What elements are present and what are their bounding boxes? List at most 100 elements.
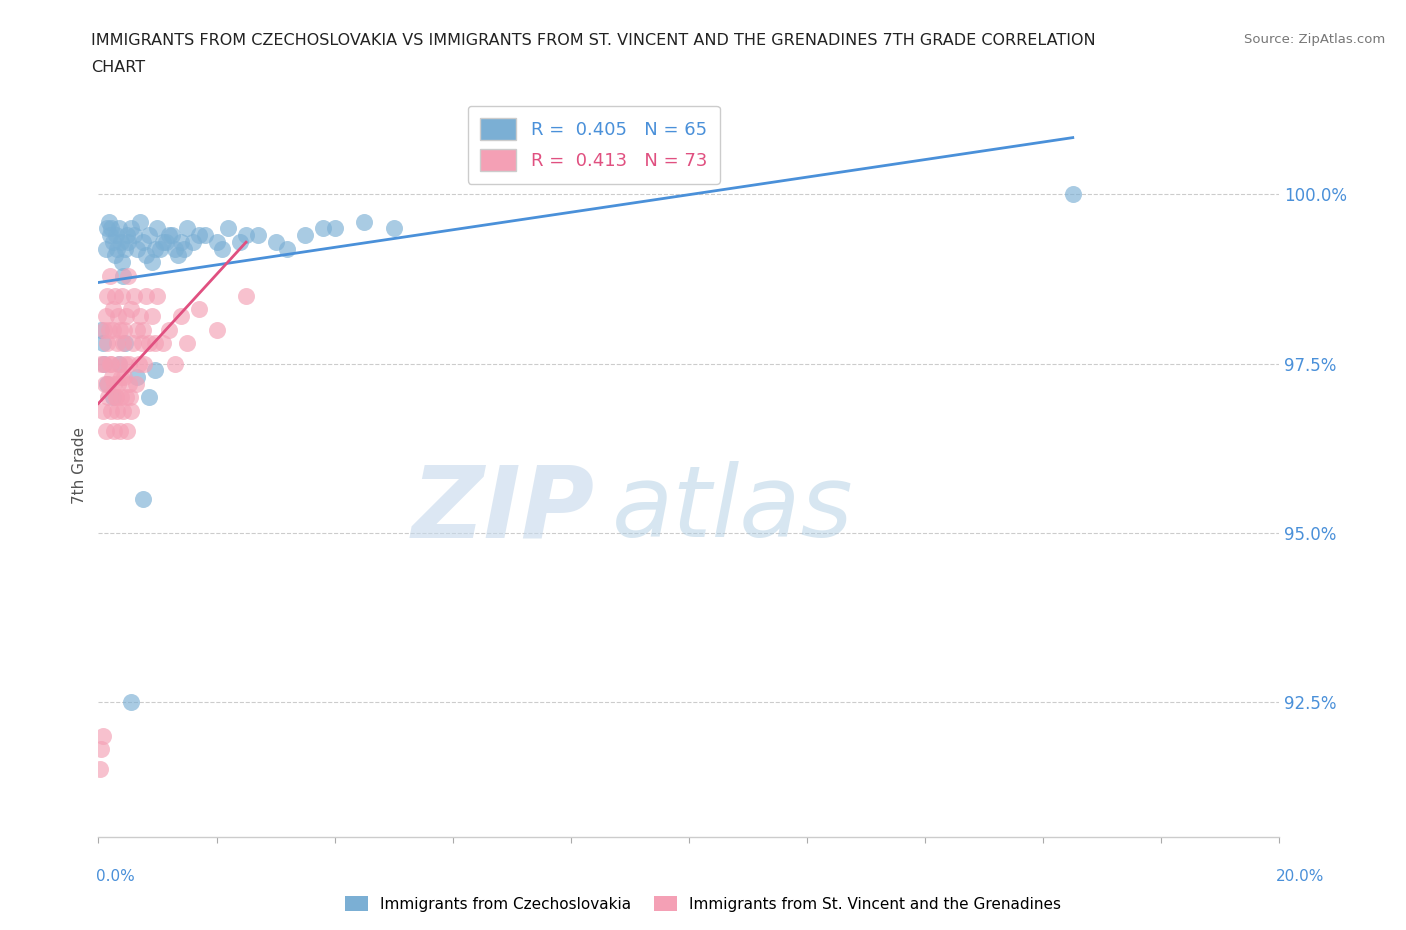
Point bbox=[98, 268, 121, 283]
Point bbox=[157, 228, 180, 243]
Point bbox=[152, 336, 174, 351]
Point bbox=[108, 356, 131, 371]
Point bbox=[104, 288, 127, 303]
Point bbox=[264, 234, 287, 249]
Point bbox=[294, 228, 316, 243]
Point bbox=[93, 356, 115, 371]
Point bbox=[98, 214, 121, 229]
Point bbox=[91, 728, 114, 743]
Point bbox=[167, 248, 190, 263]
Point bbox=[114, 390, 136, 405]
Point bbox=[104, 248, 127, 263]
Point bbox=[96, 220, 118, 235]
Text: Source: ZipAtlas.com: Source: ZipAtlas.com bbox=[1244, 33, 1385, 46]
Point bbox=[173, 241, 195, 256]
Point bbox=[110, 323, 132, 338]
Point bbox=[121, 404, 143, 418]
Point bbox=[114, 336, 136, 351]
Point bbox=[152, 234, 174, 249]
Point bbox=[246, 228, 269, 243]
Point bbox=[100, 404, 122, 418]
Point bbox=[312, 220, 335, 235]
Point bbox=[97, 390, 120, 405]
Point bbox=[187, 228, 209, 243]
Point bbox=[138, 228, 160, 243]
Point bbox=[108, 356, 131, 371]
Point bbox=[138, 390, 160, 405]
Point bbox=[143, 336, 166, 351]
Point bbox=[125, 323, 148, 338]
Point bbox=[217, 220, 239, 235]
Point bbox=[122, 288, 145, 303]
Point bbox=[165, 241, 187, 256]
Point bbox=[143, 363, 166, 378]
Point bbox=[103, 424, 125, 439]
Point bbox=[382, 220, 405, 235]
Point bbox=[105, 228, 128, 243]
Point bbox=[96, 336, 118, 351]
Point bbox=[132, 234, 155, 249]
Point bbox=[98, 228, 121, 243]
Point bbox=[94, 424, 117, 439]
Point bbox=[97, 377, 120, 392]
Point bbox=[170, 234, 193, 249]
Point bbox=[181, 234, 204, 249]
Point bbox=[176, 336, 198, 351]
Point bbox=[114, 241, 136, 256]
Text: CHART: CHART bbox=[91, 60, 145, 75]
Point bbox=[105, 390, 128, 405]
Point bbox=[100, 220, 122, 235]
Point bbox=[101, 369, 124, 384]
Point bbox=[108, 220, 131, 235]
Point bbox=[353, 214, 375, 229]
Point bbox=[125, 241, 148, 256]
Point bbox=[117, 268, 139, 283]
Point bbox=[105, 404, 128, 418]
Point bbox=[149, 241, 172, 256]
Point bbox=[138, 336, 160, 351]
Point bbox=[111, 404, 134, 418]
Point bbox=[235, 228, 257, 243]
Point bbox=[141, 309, 163, 324]
Text: ZIP: ZIP bbox=[412, 461, 595, 558]
Point bbox=[229, 234, 252, 249]
Point bbox=[155, 234, 177, 249]
Point bbox=[112, 323, 135, 338]
Point bbox=[93, 323, 115, 338]
Point bbox=[146, 220, 169, 235]
Point bbox=[115, 309, 138, 324]
Point bbox=[103, 234, 125, 249]
Point bbox=[101, 302, 124, 317]
Point bbox=[146, 288, 169, 303]
Point bbox=[111, 255, 134, 270]
Point bbox=[205, 323, 228, 338]
Point bbox=[128, 309, 150, 324]
Point bbox=[170, 309, 193, 324]
Point bbox=[135, 288, 157, 303]
Point bbox=[115, 424, 138, 439]
Text: IMMIGRANTS FROM CZECHOSLOVAKIA VS IMMIGRANTS FROM ST. VINCENT AND THE GRENADINES: IMMIGRANTS FROM CZECHOSLOVAKIA VS IMMIGR… bbox=[91, 33, 1097, 47]
Point bbox=[110, 390, 132, 405]
Point bbox=[94, 241, 117, 256]
Point bbox=[187, 302, 209, 317]
Point bbox=[96, 288, 118, 303]
Point bbox=[112, 268, 135, 283]
Point bbox=[143, 241, 166, 256]
Point bbox=[94, 309, 117, 324]
Point bbox=[125, 369, 148, 384]
Point bbox=[93, 356, 115, 371]
Point bbox=[205, 234, 228, 249]
Point bbox=[120, 220, 142, 235]
Point bbox=[211, 241, 233, 256]
Point bbox=[90, 741, 112, 756]
Point bbox=[98, 323, 121, 338]
Point bbox=[114, 356, 136, 371]
Legend: Immigrants from Czechoslovakia, Immigrants from St. Vincent and the Grenadines: Immigrants from Czechoslovakia, Immigran… bbox=[339, 889, 1067, 918]
Point bbox=[112, 369, 135, 384]
Point bbox=[91, 336, 114, 351]
Point bbox=[111, 288, 134, 303]
Point bbox=[276, 241, 298, 256]
Point bbox=[110, 234, 132, 249]
Point bbox=[103, 323, 125, 338]
Point bbox=[194, 228, 217, 243]
